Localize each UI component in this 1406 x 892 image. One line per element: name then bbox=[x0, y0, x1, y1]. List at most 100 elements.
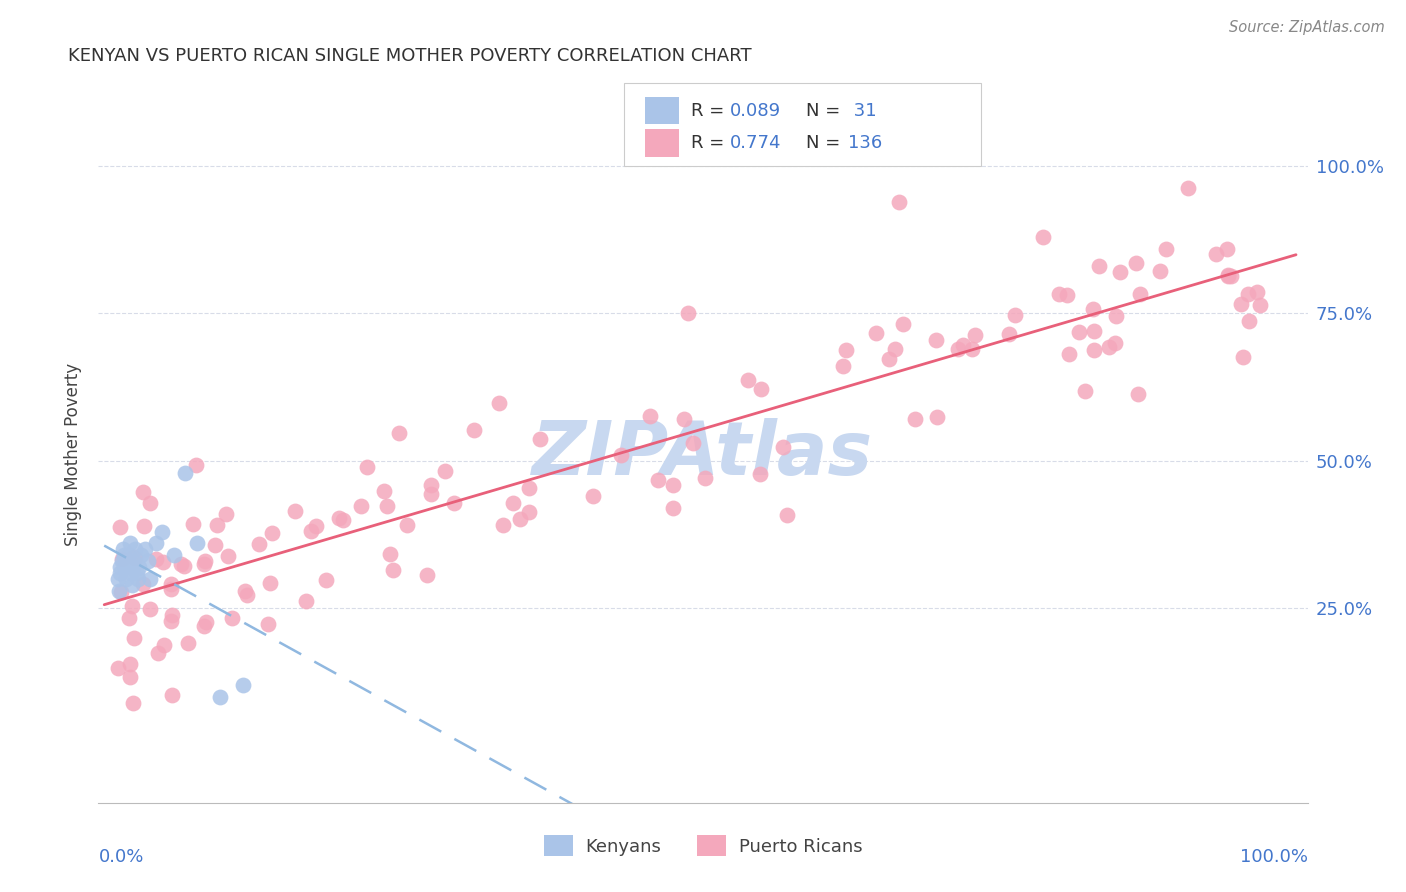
Point bbox=[107, 572, 129, 586]
Point bbox=[1126, 387, 1149, 401]
Point bbox=[193, 619, 215, 633]
Point bbox=[208, 690, 231, 704]
Point bbox=[662, 500, 685, 515]
Text: 0.774: 0.774 bbox=[730, 134, 782, 153]
Point bbox=[509, 511, 531, 525]
Point bbox=[284, 504, 307, 518]
Point bbox=[893, 317, 915, 331]
Text: KENYAN VS PUERTO RICAN SINGLE MOTHER POVERTY CORRELATION CHART: KENYAN VS PUERTO RICAN SINGLE MOTHER POV… bbox=[69, 47, 752, 65]
Point bbox=[877, 351, 900, 366]
Point bbox=[111, 542, 134, 557]
Point bbox=[259, 575, 281, 590]
Point bbox=[138, 602, 160, 616]
Point bbox=[110, 554, 132, 568]
Point bbox=[136, 554, 159, 568]
Point bbox=[1216, 242, 1239, 256]
Text: R =: R = bbox=[690, 134, 730, 153]
Point bbox=[121, 549, 143, 564]
Text: 0.089: 0.089 bbox=[730, 102, 780, 120]
Point bbox=[1246, 285, 1268, 300]
Point bbox=[122, 560, 145, 574]
Point bbox=[217, 549, 239, 564]
Point bbox=[305, 519, 328, 533]
Point bbox=[1232, 351, 1254, 365]
Bar bbox=[645, 96, 679, 124]
Point bbox=[124, 550, 146, 565]
Point bbox=[145, 536, 167, 550]
Point bbox=[194, 554, 217, 568]
Point bbox=[110, 560, 132, 574]
Point bbox=[1108, 265, 1130, 279]
Point bbox=[434, 464, 457, 478]
Point bbox=[1057, 346, 1080, 360]
Point bbox=[378, 547, 401, 561]
Point bbox=[114, 560, 136, 574]
Point bbox=[315, 573, 337, 587]
Point bbox=[672, 412, 695, 426]
Point bbox=[152, 555, 174, 569]
Point bbox=[419, 487, 441, 501]
Point bbox=[1177, 181, 1199, 195]
Point bbox=[1229, 297, 1251, 311]
Point bbox=[118, 536, 141, 550]
Point bbox=[948, 342, 970, 356]
Point bbox=[373, 483, 395, 498]
Point bbox=[150, 524, 173, 539]
Point bbox=[375, 499, 398, 513]
Point bbox=[112, 548, 135, 562]
Point bbox=[1154, 242, 1177, 256]
Point bbox=[233, 584, 256, 599]
Point bbox=[662, 478, 685, 492]
Point bbox=[108, 519, 131, 533]
Point bbox=[194, 615, 217, 630]
Point bbox=[247, 537, 270, 551]
Point bbox=[177, 636, 200, 650]
Point bbox=[835, 343, 858, 358]
FancyBboxPatch shape bbox=[624, 83, 981, 166]
Point bbox=[125, 566, 148, 580]
Y-axis label: Single Mother Poverty: Single Mother Poverty bbox=[65, 363, 83, 547]
Point bbox=[925, 410, 948, 425]
Point bbox=[748, 467, 770, 481]
Point bbox=[647, 473, 669, 487]
Point bbox=[1237, 314, 1260, 328]
Point bbox=[232, 678, 254, 692]
Point bbox=[1105, 309, 1128, 323]
Point bbox=[1056, 288, 1078, 302]
Point bbox=[160, 582, 183, 596]
Point bbox=[952, 338, 974, 352]
Point bbox=[122, 631, 145, 645]
Point bbox=[1097, 340, 1119, 354]
Point bbox=[146, 646, 169, 660]
Point bbox=[132, 484, 155, 499]
Point bbox=[181, 516, 204, 531]
Point bbox=[186, 536, 208, 550]
Point bbox=[443, 496, 465, 510]
Point bbox=[676, 306, 699, 320]
Point bbox=[127, 572, 149, 586]
Point bbox=[776, 508, 799, 522]
Point bbox=[517, 505, 540, 519]
Point bbox=[519, 481, 541, 495]
Text: R =: R = bbox=[690, 102, 730, 120]
Point bbox=[117, 548, 139, 562]
Point bbox=[108, 583, 131, 598]
Point bbox=[884, 343, 907, 357]
Point bbox=[193, 557, 215, 571]
Point bbox=[962, 343, 984, 357]
Point bbox=[382, 563, 405, 577]
Point bbox=[737, 372, 759, 386]
Point bbox=[132, 519, 155, 533]
Text: 100.0%: 100.0% bbox=[1240, 848, 1308, 866]
Point bbox=[110, 566, 132, 580]
Point bbox=[111, 551, 134, 566]
Point bbox=[1237, 287, 1260, 301]
Point bbox=[1067, 325, 1090, 339]
Point bbox=[1083, 343, 1105, 357]
Point bbox=[1218, 268, 1240, 283]
Point bbox=[262, 526, 284, 541]
Point bbox=[388, 426, 411, 441]
Point bbox=[160, 577, 183, 591]
Text: 0.0%: 0.0% bbox=[98, 848, 143, 866]
Point bbox=[1081, 302, 1104, 317]
